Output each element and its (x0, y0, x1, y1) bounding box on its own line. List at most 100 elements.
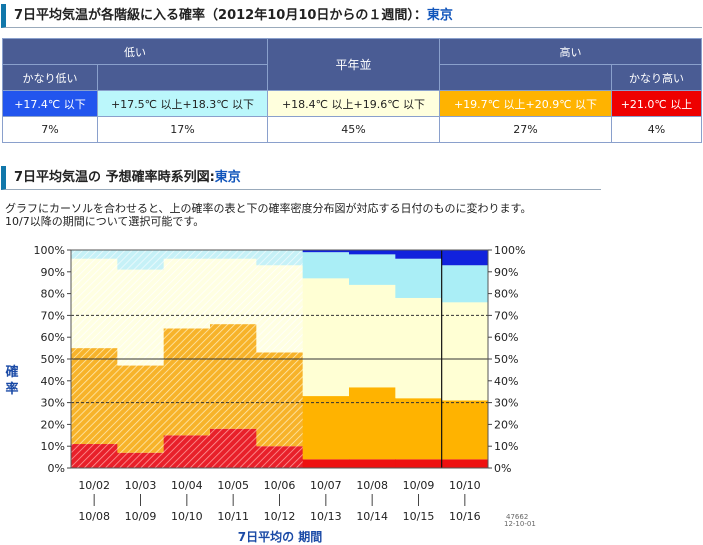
left-tick-label: 80% (41, 288, 65, 301)
right-tick-label: 30% (494, 397, 518, 410)
period-end-label: 10/16 (449, 510, 481, 523)
period-end-label: 10/15 (403, 510, 435, 523)
band-low-6 (302, 252, 350, 279)
band-normal-4 (210, 258, 257, 325)
right-tick-label: 80% (494, 288, 518, 301)
period-column-1[interactable] (71, 250, 118, 468)
range-normal: +18.4℃ 以上+19.6℃ 以下 (267, 90, 440, 117)
period-column-3[interactable] (163, 250, 211, 468)
period-labels: 10/02 10/08 10/03 10/09 10/04 10/10 10/05 10/11… (78, 479, 480, 523)
chart-stamp-id: 47662 (506, 513, 528, 521)
band-high-3 (163, 328, 211, 436)
timeseries-section-header: 7日平均気温の 予想確率時系列図:東京 (1, 166, 601, 190)
band-very-high-3 (163, 435, 211, 468)
period-column-6[interactable] (302, 250, 350, 468)
probability-normal: 45% (267, 116, 440, 143)
period-end-label: 10/10 (171, 510, 203, 523)
period-column-2[interactable] (117, 250, 165, 468)
timeseries-section-location: 東京 (214, 170, 241, 185)
band-normal-5 (256, 265, 304, 353)
chart-instructions-line1: グラフにカーソルを合わせると、上の確率の表と下の確率密度分布図が対応する日付のも… (5, 202, 532, 215)
band-very-low-7 (349, 250, 396, 255)
band-very-high-2 (117, 452, 165, 468)
y-axis-label-char2: 率 (5, 381, 18, 397)
band-low-8 (395, 258, 443, 298)
period-start-label: 10/06 (264, 479, 296, 492)
band-normal-3 (163, 258, 211, 329)
period-start-label: 10/05 (217, 479, 249, 492)
band-low-9 (441, 265, 489, 303)
left-tick-label: 0% (48, 462, 65, 475)
category-high-header: 高い (439, 38, 702, 65)
period-end-label: 10/09 (125, 510, 157, 523)
category-very-high-header: かなり高い (611, 64, 702, 91)
category-normal-header: 平年並 (267, 38, 440, 91)
band-very-low-8 (395, 250, 443, 259)
band-low-5 (256, 250, 304, 266)
y-axis-label-char1: 確 (5, 364, 18, 380)
period-start-label: 10/03 (125, 479, 157, 492)
right-tick-label: 60% (494, 331, 518, 344)
band-normal-9 (441, 302, 489, 401)
period-start-label: 10/08 (356, 479, 388, 492)
probability-low: 17% (97, 116, 268, 143)
band-normal-7 (349, 284, 396, 388)
category-very-low-header: かなり低い (2, 64, 98, 91)
right-tick-label: 10% (494, 440, 518, 453)
x-axis-label: 7日平均の 期間 (238, 529, 323, 544)
band-high-2 (117, 365, 165, 453)
period-start-label: 10/02 (78, 479, 110, 492)
left-tick-label: 70% (41, 309, 65, 322)
left-axis-ticks: 0% 10% 20% 30% 40% 50% 60% 70% 80% 90% 100% (34, 244, 71, 475)
band-normal-8 (395, 297, 443, 399)
band-low-1 (71, 250, 118, 259)
band-normal-1 (71, 258, 118, 349)
right-tick-label: 90% (494, 266, 518, 279)
range-row: +17.4℃ 以下 +17.5℃ 以上+18.3℃ 以下 +18.4℃ 以上+1… (2, 90, 702, 117)
period-end-label: 10/14 (356, 510, 388, 523)
band-very-low-9 (441, 250, 489, 266)
chart-instructions-line2: 10/7以降の期間について選択可能です。 (5, 215, 205, 228)
band-very-high-7 (349, 459, 396, 468)
range-high: +19.7℃ 以上+20.9℃ 以下 (439, 90, 612, 117)
period-column-5[interactable] (256, 250, 304, 468)
band-normal-2 (117, 269, 165, 366)
category-low-subcell (97, 64, 268, 91)
probability-very-low: 7% (2, 116, 98, 143)
band-high-9 (441, 400, 489, 460)
period-column-9[interactable] (441, 250, 489, 468)
period-end-label: 10/08 (78, 510, 110, 523)
band-high-7 (349, 387, 396, 460)
period-column-4[interactable] (210, 250, 257, 468)
band-very-high-8 (395, 459, 443, 468)
band-very-high-9 (441, 459, 489, 468)
category-low-header: 低い (2, 38, 268, 65)
period-end-label: 10/12 (264, 510, 296, 523)
period-start-label: 10/09 (403, 479, 435, 492)
band-very-low-6 (302, 250, 350, 253)
probability-bands[interactable] (71, 250, 489, 468)
probability-row: 7% 17% 45% 27% 4% (2, 116, 702, 143)
band-low-7 (349, 254, 396, 285)
period-start-label: 10/10 (449, 479, 481, 492)
timeseries-section-title: 7日平均気温の 予想確率時系列図: (14, 170, 215, 185)
probability-very-high: 4% (611, 116, 702, 143)
left-tick-label: 20% (41, 418, 65, 431)
band-high-1 (71, 348, 118, 445)
left-tick-label: 30% (41, 397, 65, 410)
band-low-3 (163, 250, 211, 259)
chart-instructions: グラフにカーソルを合わせると、上の確率の表と下の確率密度分布図が対応する日付のも… (5, 202, 531, 228)
band-very-high-5 (256, 446, 304, 468)
probability-table: 低い 平年並 高い かなり低い かなり高い +17.4℃ 以下 +17.5℃ 以… (2, 38, 702, 143)
band-high-5 (256, 352, 304, 447)
table-section-header: 7日平均気温が各階級に入る確率（2012年10月10日からの１週間）：東京 (1, 4, 702, 28)
range-low: +17.5℃ 以上+18.3℃ 以下 (97, 90, 268, 117)
period-column-8[interactable] (395, 250, 443, 468)
band-very-high-4 (210, 428, 257, 468)
period-column-7[interactable] (349, 250, 396, 468)
band-high-8 (395, 398, 443, 460)
period-end-label: 10/13 (310, 510, 342, 523)
right-tick-label: 70% (494, 309, 518, 322)
range-very-low: +17.4℃ 以下 (2, 90, 98, 117)
